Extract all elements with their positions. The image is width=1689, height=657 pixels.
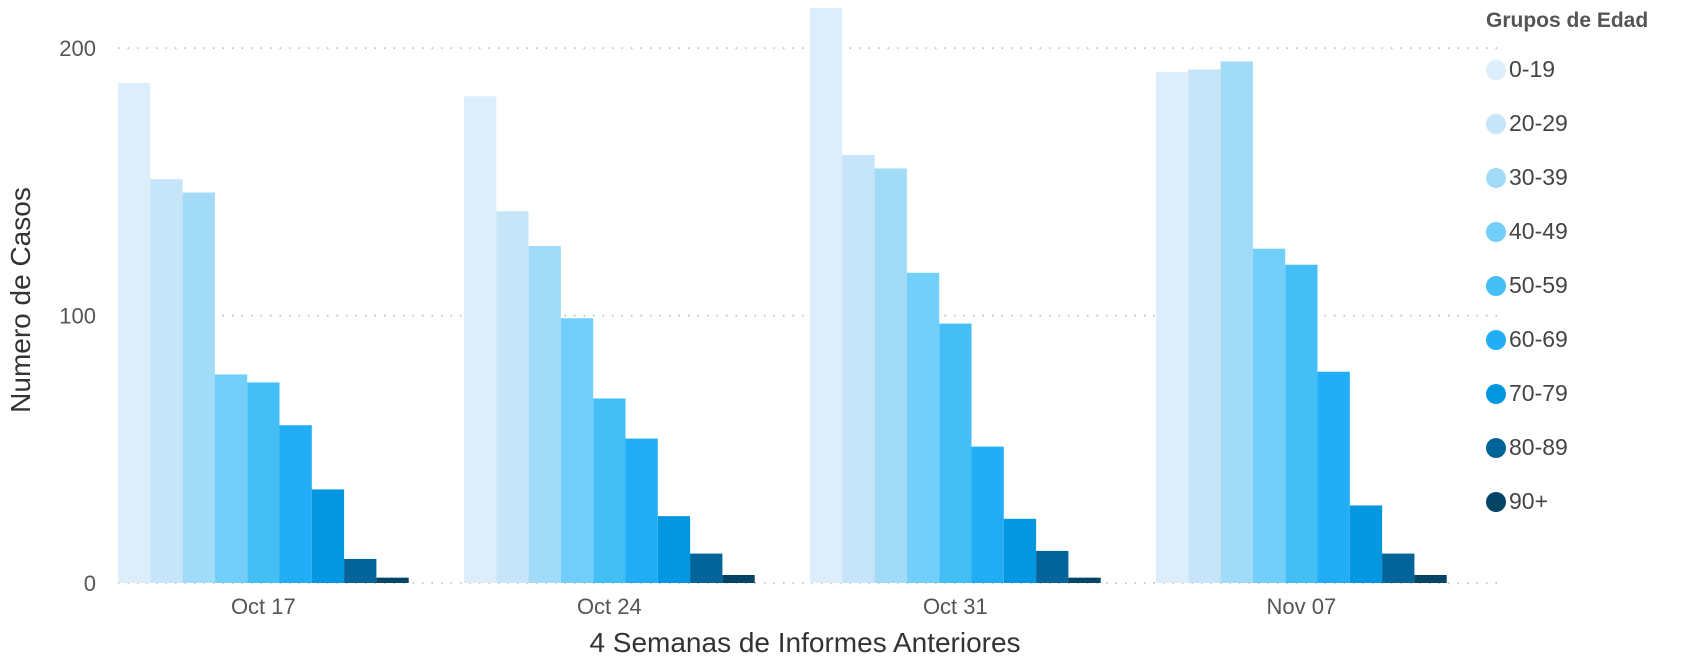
bar-50-59-Oct-17 [247,382,280,583]
bar-50-59-Nov-07 [1285,264,1318,583]
x-tick-label: Oct 24 [577,594,642,619]
legend-label: 50-59 [1509,272,1568,298]
bar-70-79-Oct-17 [311,489,345,583]
legend-item: 40-49 [1486,218,1568,245]
legend-label: 40-49 [1509,218,1568,244]
bar-90+-Nov-07 [1414,574,1447,583]
y-tick-label: 100 [59,304,96,329]
legend-swatch [1486,491,1506,512]
legend-item: 50-59 [1486,272,1568,299]
bar-0-19-Oct-24 [464,96,497,584]
bar-90+-Oct-17 [376,577,409,583]
bar-80-89-Oct-24 [690,553,723,583]
bar-60-69-Oct-31 [971,446,1004,583]
legend-swatch [1486,167,1506,188]
x-tick-label: Oct 17 [231,594,296,619]
legend-swatch [1486,437,1506,458]
bar-70-79-Oct-24 [657,516,691,583]
legend-swatch [1486,113,1506,134]
legend-item: 90+ [1486,488,1548,515]
bar-30-39-Oct-31 [874,168,907,583]
bar-20-29-Oct-17 [150,179,183,584]
bar-90+-Oct-31 [1068,577,1101,583]
bar-60-69-Nov-07 [1317,371,1350,583]
x-axis-title: 4 Semanas de Informes Anteriores [589,627,1020,657]
y-tick-label: 200 [59,36,96,61]
bar-20-29-Oct-31 [842,155,875,583]
legend-label: 0-19 [1509,56,1556,82]
bar-80-89-Oct-31 [1036,550,1069,583]
bar-40-49-Nov-07 [1252,248,1286,583]
legend-item: 60-69 [1486,326,1568,353]
x-tick-label: Oct 31 [923,594,988,619]
legend-label: 70-79 [1509,380,1568,406]
bar-60-69-Oct-17 [279,425,312,583]
legend-label: 20-29 [1509,110,1568,136]
bar-80-89-Oct-17 [344,558,377,583]
legend-item: 70-79 [1486,380,1568,407]
bar-0-19-Oct-17 [118,82,151,583]
bar-70-79-Nov-07 [1349,505,1383,583]
bar-60-69-Oct-24 [625,438,658,583]
x-axis-ticks: Oct 17 Oct 24 Oct 31 Nov 07 [231,594,1336,619]
bar-0-19-Nov-07 [1156,72,1189,584]
legend-swatch [1486,329,1506,350]
bar-80-89-Nov-07 [1382,553,1415,583]
legend-label: 60-69 [1509,326,1568,352]
bar-40-49-Oct-31 [906,272,940,583]
bar-40-49-Oct-24 [560,318,594,583]
bar-50-59-Oct-24 [593,398,626,583]
bar-0-19-Oct-31 [810,8,843,583]
legend-item: 0-19 [1486,56,1555,83]
y-axis-ticks: 0 100 200 [59,36,96,596]
legend-swatch [1486,275,1506,296]
legend-label: 30-39 [1509,164,1568,190]
bar-30-39-Oct-24 [528,246,561,583]
legend-swatch [1486,383,1506,404]
bar-70-79-Oct-31 [1003,518,1037,583]
legend-label: 90+ [1509,488,1549,514]
x-tick-label: Nov 07 [1266,594,1336,619]
y-axis-title: Numero de Casos [5,187,36,413]
legend-title: Grupos de Edad [1486,9,1649,32]
bars [118,8,1447,584]
legend-item: 30-39 [1486,164,1568,191]
legend-item: 80-89 [1486,434,1568,461]
bar-30-39-Oct-17 [182,192,215,583]
legend: Grupos de Edad 0-19 20-29 30-39 40-49 50-59 6… [1486,4,1686,514]
legend-swatch [1486,59,1506,80]
bar-30-39-Nov-07 [1220,61,1253,583]
bar-40-49-Oct-17 [214,374,248,583]
bar-20-29-Oct-24 [496,211,529,584]
bar-20-29-Nov-07 [1188,69,1221,584]
bar-50-59-Oct-31 [939,323,972,583]
legend-swatch [1486,221,1506,242]
legend-label: 80-89 [1509,434,1568,460]
y-tick-label: 0 [84,571,96,596]
legend-item: 20-29 [1486,110,1568,137]
bar-90+-Oct-24 [722,574,755,583]
